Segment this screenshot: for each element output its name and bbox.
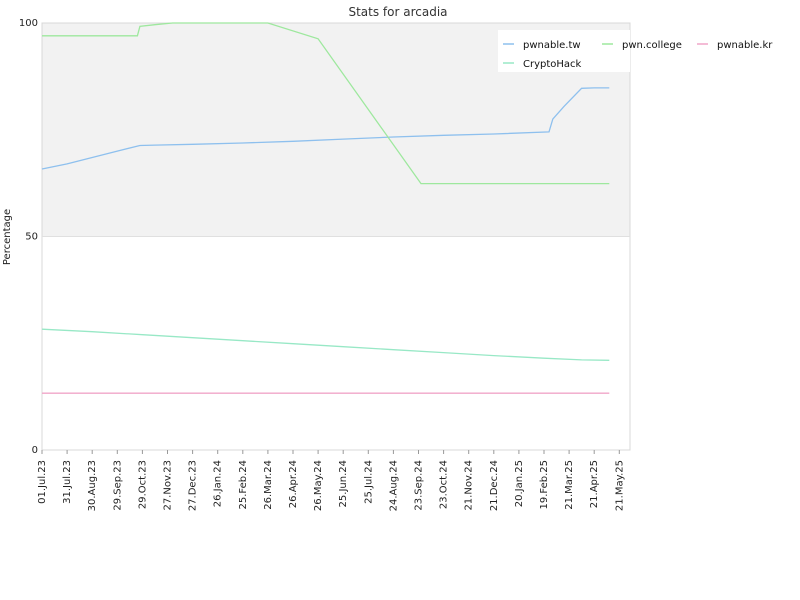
x-tick-label: 26.Apr.24 [288,460,299,508]
x-tick-label: 29.Sep.23 [112,460,123,511]
x-tick-label: 23.Sep.24 [414,460,425,511]
legend-label: CryptoHack [523,59,582,70]
y-tick-label: 100 [19,18,38,29]
x-tick-label: 24.Aug.24 [388,460,399,511]
series-line-pwnable-tw [41,87,610,170]
series-line-pwn-college [42,22,610,185]
x-axis-ticks: 01.Jul.23 31.Jul.23 30.Aug.23 29.Sep.23 29.O… [37,450,625,511]
x-tick-label: 21.Apr.25 [589,460,600,508]
x-tick-label: 30.Aug.23 [87,460,98,511]
series-line-cryptohack [41,328,610,361]
x-tick-label: 25.Jul.24 [363,460,374,504]
x-tick-label: 26.May.24 [313,460,324,511]
x-tick-label: 21.Dec.24 [489,460,500,511]
y-tick-label: 50 [25,232,38,243]
x-tick-label: 25.Feb.24 [238,460,249,510]
x-tick-label: 01.Jul.23 [37,460,48,504]
x-tick-label: 23.Oct.24 [439,460,450,509]
x-tick-label: 21.Nov.24 [464,460,475,511]
legend: pwnable.tw pwn.college pwnable.kr CryptoHac… [498,30,773,72]
legend-box [498,30,630,72]
x-tick-label: 26.Mar.24 [263,460,274,510]
y-axis-label: Percentage [2,209,13,265]
x-tick-label: 27.Dec.23 [188,460,199,511]
y-axis-ticks: 0 50 100 [19,18,38,456]
legend-label: pwn.college [622,40,682,51]
x-tick-label: 27.Nov.23 [163,460,174,511]
x-tick-label: 26.Jan.24 [213,460,224,507]
y-tick-label: 0 [32,445,38,456]
x-tick-label: 31.Jul.23 [62,460,73,504]
x-tick-label: 25.Jun.24 [338,460,349,507]
legend-label: pwnable.kr [717,40,773,51]
x-tick-label: 20.Jan.25 [514,460,525,507]
x-tick-label: 19.Feb.25 [539,460,550,510]
legend-label: pwnable.tw [523,40,581,51]
chart-title: Stats for arcadia [348,5,447,19]
x-tick-label: 29.Oct.23 [137,460,148,509]
x-tick-label: 21.May.25 [614,460,625,511]
series-lines [41,22,610,394]
x-tick-label: 21.Mar.25 [564,460,575,510]
